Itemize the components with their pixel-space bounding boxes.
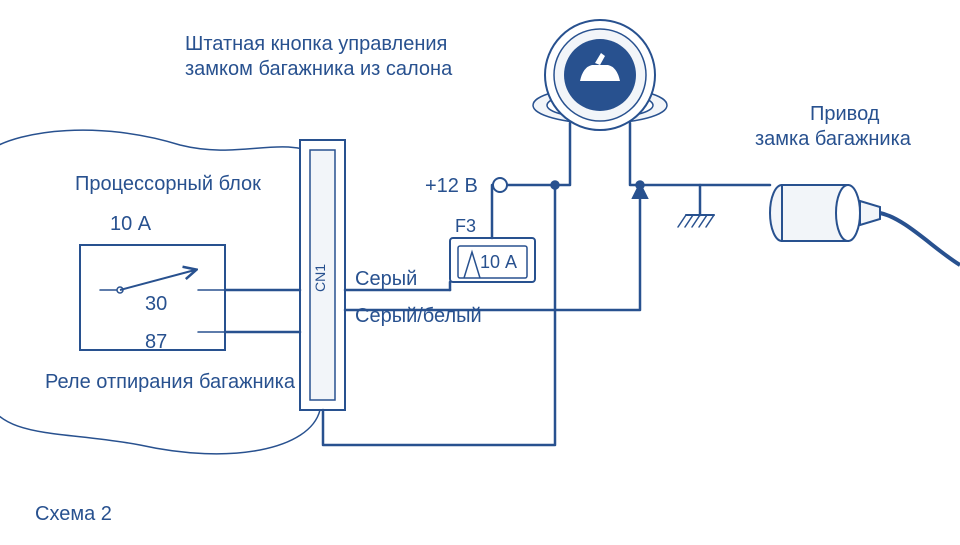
wire <box>678 215 686 227</box>
cn1-label: CN1 <box>312 264 328 292</box>
wire-fuse-12v <box>492 185 500 238</box>
wire-btn-left <box>555 123 570 185</box>
f3-label: F3 <box>455 216 476 236</box>
wire-btn-right <box>630 123 640 185</box>
junction <box>636 181 644 189</box>
relay-30-label: 30 <box>145 293 167 315</box>
wire-grey-label: Серый <box>355 268 417 290</box>
button-title-l2: замком багажника из салона <box>185 58 453 80</box>
actuator-title-l2: замка багажника <box>755 128 912 150</box>
fuse-10a-label: 10 А <box>480 252 517 272</box>
wire-grey-white-label: Серый/белый <box>355 305 482 327</box>
wire <box>692 215 700 227</box>
relay-fuse-label: 10 А <box>110 213 152 235</box>
wire <box>685 215 693 227</box>
terminal-12v <box>493 178 507 192</box>
button-title-l1: Штатная кнопка управления <box>185 33 447 55</box>
processor-block-label: Процессорный блок <box>75 173 261 195</box>
v12-label: +12 В <box>425 175 478 197</box>
wire <box>706 215 714 227</box>
junction <box>551 181 559 189</box>
wire <box>699 215 707 227</box>
actuator-title-l1: Привод <box>810 103 880 125</box>
relay-caption: Реле отпирания багажника <box>45 371 296 393</box>
actuator-cable <box>880 213 960 265</box>
relay-87-label: 87 <box>145 331 167 353</box>
schema-caption: Схема 2 <box>35 503 112 525</box>
